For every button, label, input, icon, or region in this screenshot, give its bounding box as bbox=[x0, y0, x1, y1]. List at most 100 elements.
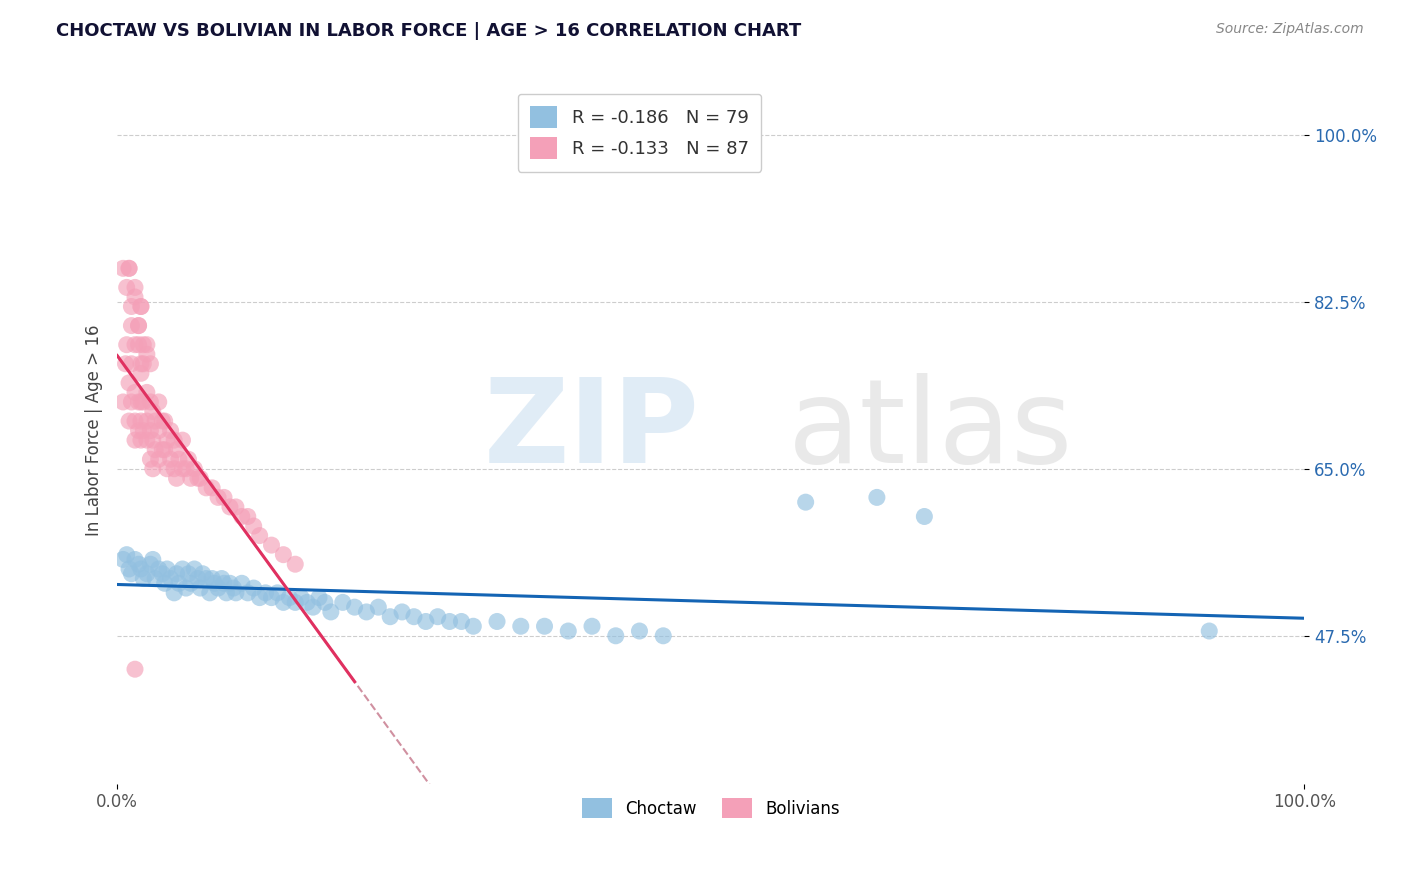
Point bbox=[249, 528, 271, 542]
Point bbox=[225, 500, 247, 514]
Point bbox=[124, 280, 146, 294]
Point bbox=[128, 424, 150, 438]
Point bbox=[148, 452, 170, 467]
Point bbox=[153, 576, 176, 591]
Point bbox=[866, 491, 889, 505]
Point bbox=[204, 576, 226, 591]
Point bbox=[150, 414, 173, 428]
Point bbox=[135, 414, 157, 428]
Text: atlas: atlas bbox=[787, 373, 1073, 488]
Point bbox=[163, 433, 186, 447]
Point bbox=[1198, 624, 1220, 638]
Point bbox=[284, 595, 307, 609]
Point bbox=[115, 337, 138, 351]
Point bbox=[114, 357, 136, 371]
Point bbox=[167, 452, 190, 467]
Point bbox=[143, 414, 166, 428]
Point bbox=[343, 600, 366, 615]
Point bbox=[628, 624, 651, 638]
Point bbox=[166, 471, 188, 485]
Point bbox=[159, 424, 181, 438]
Point bbox=[156, 433, 179, 447]
Point bbox=[605, 629, 627, 643]
Point bbox=[219, 500, 242, 514]
Point bbox=[463, 619, 485, 633]
Point bbox=[254, 586, 277, 600]
Point bbox=[191, 566, 214, 581]
Point bbox=[128, 318, 150, 333]
Point bbox=[135, 337, 157, 351]
Point bbox=[135, 433, 157, 447]
Point bbox=[120, 300, 142, 314]
Point bbox=[142, 552, 165, 566]
Point bbox=[450, 615, 472, 629]
Point bbox=[187, 572, 209, 586]
Point bbox=[486, 615, 509, 629]
Point bbox=[115, 280, 138, 294]
Point bbox=[222, 581, 245, 595]
Point bbox=[115, 548, 138, 562]
Point bbox=[139, 424, 162, 438]
Point bbox=[415, 615, 437, 629]
Point bbox=[129, 300, 152, 314]
Point bbox=[132, 357, 155, 371]
Point bbox=[118, 562, 141, 576]
Point bbox=[142, 433, 165, 447]
Point bbox=[129, 414, 152, 428]
Point bbox=[391, 605, 413, 619]
Point bbox=[174, 462, 197, 476]
Point bbox=[172, 433, 194, 447]
Point bbox=[242, 581, 264, 595]
Point bbox=[148, 424, 170, 438]
Point bbox=[195, 572, 218, 586]
Point bbox=[124, 290, 146, 304]
Point bbox=[156, 462, 179, 476]
Point bbox=[135, 385, 157, 400]
Point bbox=[557, 624, 579, 638]
Point bbox=[211, 572, 233, 586]
Point bbox=[124, 337, 146, 351]
Point bbox=[148, 562, 170, 576]
Point bbox=[290, 591, 312, 605]
Point bbox=[212, 576, 235, 591]
Point bbox=[187, 471, 209, 485]
Point bbox=[188, 581, 211, 595]
Point bbox=[273, 595, 295, 609]
Point bbox=[124, 414, 146, 428]
Point bbox=[174, 581, 197, 595]
Point bbox=[129, 395, 152, 409]
Point bbox=[142, 404, 165, 418]
Point bbox=[124, 385, 146, 400]
Point bbox=[148, 395, 170, 409]
Point bbox=[794, 495, 817, 509]
Point bbox=[426, 609, 449, 624]
Point bbox=[163, 586, 186, 600]
Point bbox=[139, 357, 162, 371]
Point bbox=[249, 591, 271, 605]
Point bbox=[260, 538, 283, 552]
Point bbox=[167, 576, 190, 591]
Point bbox=[150, 566, 173, 581]
Legend: Choctaw, Bolivians: Choctaw, Bolivians bbox=[575, 791, 846, 825]
Point bbox=[509, 619, 531, 633]
Point bbox=[367, 600, 389, 615]
Point bbox=[266, 586, 288, 600]
Point bbox=[129, 433, 152, 447]
Point bbox=[159, 572, 181, 586]
Point bbox=[132, 337, 155, 351]
Point bbox=[319, 605, 342, 619]
Point bbox=[129, 300, 152, 314]
Point bbox=[143, 442, 166, 457]
Point bbox=[118, 261, 141, 276]
Point bbox=[142, 462, 165, 476]
Point bbox=[215, 586, 238, 600]
Point bbox=[308, 591, 330, 605]
Point bbox=[120, 357, 142, 371]
Point bbox=[124, 552, 146, 566]
Point bbox=[380, 609, 402, 624]
Point bbox=[912, 509, 935, 524]
Point bbox=[180, 576, 202, 591]
Point bbox=[177, 452, 200, 467]
Point bbox=[159, 452, 181, 467]
Y-axis label: In Labor Force | Age > 16: In Labor Force | Age > 16 bbox=[86, 325, 103, 536]
